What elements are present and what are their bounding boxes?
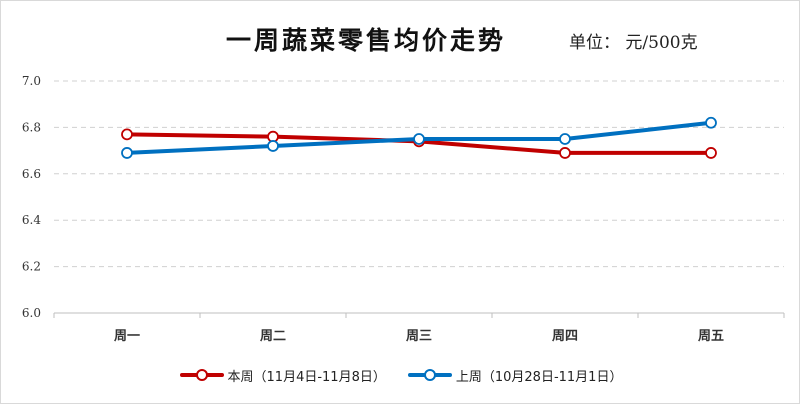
y-tick-label: 6.2 — [22, 260, 41, 274]
legend-label-this-week: 本周（11月4日-11月8日） — [227, 369, 386, 385]
x-tick-label: 周五 — [698, 329, 724, 344]
y-tick-label: 6.8 — [22, 120, 41, 134]
x-tick-label: 周二 — [260, 329, 286, 344]
data-point — [705, 116, 717, 129]
x-tick-label: 周四 — [552, 329, 578, 344]
chart-title: 一周蔬菜零售均价走势 — [226, 26, 507, 55]
data-point — [705, 147, 717, 159]
y-tick-label: 6.4 — [22, 213, 41, 227]
y-tick-label: 6.0 — [22, 306, 41, 320]
data-point — [267, 140, 279, 152]
y-tick-label: 7.0 — [22, 74, 41, 88]
legend-swatch-last-week — [407, 369, 452, 381]
legend: 本周（11月4日-11月8日） 上周（10月28日-11月1日） — [1, 363, 800, 387]
data-point — [559, 133, 571, 145]
x-tick-label: 周一 — [114, 329, 140, 344]
data-point — [121, 147, 133, 159]
data-point — [413, 133, 425, 145]
x-tick-label: 周三 — [406, 329, 432, 344]
legend-item-this-week: 本周（11月4日-11月8日） — [179, 366, 386, 385]
chart-unit: 单位： 元/500克 — [569, 33, 698, 53]
legend-item-last-week: 上周（10月28日-11月1日） — [407, 366, 623, 385]
y-tick-label: 6.6 — [22, 167, 41, 181]
legend-swatch-this-week — [179, 369, 224, 381]
legend-label-last-week: 上周（10月28日-11月1日） — [455, 369, 623, 385]
data-point — [121, 128, 133, 141]
data-point — [559, 147, 571, 159]
